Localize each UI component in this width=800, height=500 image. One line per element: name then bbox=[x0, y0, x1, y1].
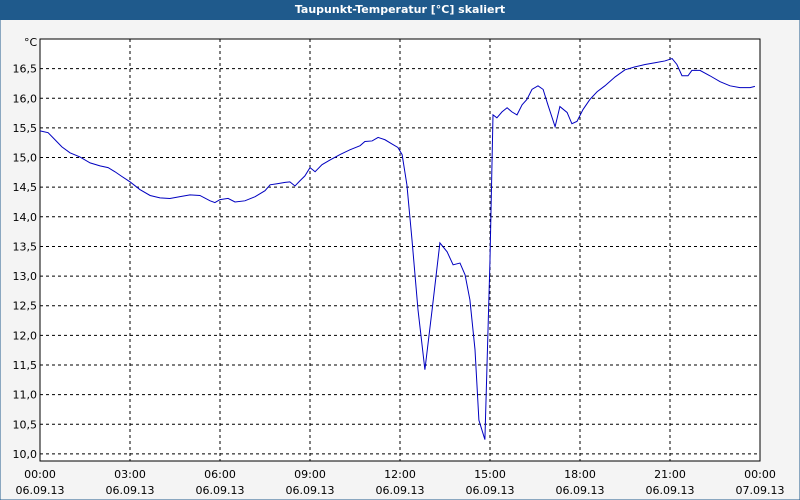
y-tick-label: 12,5 bbox=[13, 300, 38, 313]
y-tick-label: 14,0 bbox=[13, 211, 38, 224]
y-tick-label: 11,5 bbox=[13, 359, 38, 372]
y-tick-label: 10,5 bbox=[13, 418, 38, 431]
y-tick-label: 11,0 bbox=[13, 389, 38, 402]
y-tick-label: 15,0 bbox=[13, 152, 38, 165]
y-tick-label: 10,0 bbox=[13, 448, 38, 461]
chart-title: Taupunkt-Temperatur [°C] skaliert bbox=[295, 3, 505, 16]
y-tick-label: 16,5 bbox=[13, 63, 38, 76]
title-bar bbox=[0, 0, 800, 20]
x-tick-date: 06.09.13 bbox=[106, 484, 155, 497]
y-tick-label: 12,0 bbox=[13, 329, 38, 342]
x-tick-date: 06.09.13 bbox=[376, 484, 425, 497]
x-tick-label: 15:00 bbox=[474, 468, 506, 481]
x-tick-label: 00:00 bbox=[24, 468, 56, 481]
x-tick-date: 06.09.13 bbox=[196, 484, 245, 497]
x-tick-date: 07.09.13 bbox=[736, 484, 785, 497]
x-tick-label: 18:00 bbox=[564, 468, 596, 481]
y-tick-label: 15,5 bbox=[13, 122, 38, 135]
y-unit: °C bbox=[24, 36, 38, 49]
x-tick-date: 06.09.13 bbox=[286, 484, 335, 497]
x-tick-date: 06.09.13 bbox=[466, 484, 515, 497]
x-tick-label: 00:00 bbox=[744, 468, 776, 481]
x-tick-label: 12:00 bbox=[384, 468, 416, 481]
x-tick-label: 06:00 bbox=[204, 468, 236, 481]
y-tick-label: 13,5 bbox=[13, 240, 38, 253]
y-tick-label: 16,0 bbox=[13, 92, 38, 105]
x-tick-date: 06.09.13 bbox=[16, 484, 65, 497]
x-tick-label: 03:00 bbox=[114, 468, 146, 481]
x-tick-label: 21:00 bbox=[654, 468, 686, 481]
y-tick-label: 13,0 bbox=[13, 270, 38, 283]
data-line bbox=[39, 57, 756, 440]
x-tick-date: 06.09.13 bbox=[556, 484, 605, 497]
x-tick-label: 09:00 bbox=[294, 468, 326, 481]
x-tick-date: 06.09.13 bbox=[646, 484, 695, 497]
y-tick-label: 14,5 bbox=[13, 181, 38, 194]
